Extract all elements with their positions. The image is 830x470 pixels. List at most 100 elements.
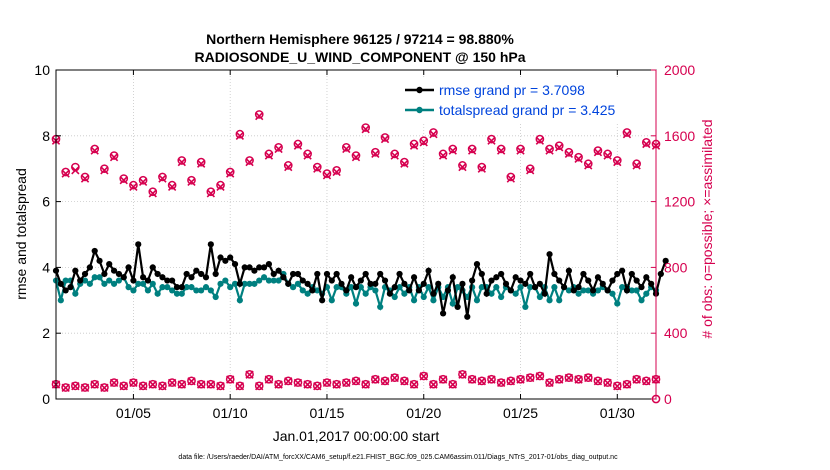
rmse-point [139, 274, 147, 281]
obs-possible-marker [438, 374, 448, 384]
obs-possible-marker [274, 379, 283, 389]
obs-possible-marker [409, 139, 419, 149]
x-axis-label: Jan.01,2017 00:00:00 start [273, 428, 440, 444]
obs-possible-marker [303, 149, 312, 159]
obs-assimilated-marker [264, 375, 274, 384]
obs-possible-marker [380, 133, 390, 142]
spread-point [609, 290, 616, 297]
obs-possible-marker [603, 149, 612, 159]
obs-assimilated-marker [187, 177, 196, 187]
chart-title-line1: Northern Hemisphere 96125 / 97214 = 98.8… [206, 31, 514, 47]
rmse-point [381, 277, 389, 284]
rmse-point [188, 274, 195, 281]
spread-point [585, 287, 592, 294]
obs-assimilated-marker [613, 382, 622, 391]
spread-point [86, 280, 93, 287]
obs-assimilated-marker [109, 378, 119, 388]
spread-point [498, 293, 505, 301]
obs-possible-marker [564, 373, 574, 382]
obs-assimilated-marker [332, 380, 341, 389]
rmse-point [280, 274, 287, 281]
rmse-point [536, 280, 543, 287]
obs-assimilated-marker [555, 375, 564, 384]
obs-possible-marker [254, 110, 264, 119]
obs-assimilated-marker [467, 146, 477, 155]
spread-point [236, 297, 243, 304]
obs-possible-marker [545, 378, 554, 387]
obs-possible-marker [177, 156, 187, 165]
obs-possible-marker [632, 159, 641, 169]
obs-assimilated-marker [80, 174, 90, 183]
obs-possible-marker [312, 381, 322, 391]
spread-point [106, 277, 113, 284]
obs-possible-marker [177, 379, 187, 389]
obs-assimilated-marker [61, 383, 70, 392]
obs-possible-marker [419, 136, 429, 146]
rmse-point [222, 257, 229, 264]
spread-point [96, 274, 103, 281]
rmse-point [604, 287, 611, 294]
obs-possible-marker [90, 379, 100, 389]
obs-assimilated-marker [458, 370, 467, 379]
obs-possible-marker [332, 379, 341, 389]
rmse-point [386, 290, 393, 297]
obs-assimilated-marker [187, 377, 196, 386]
rmse-point [517, 277, 524, 284]
rmse-point [396, 270, 403, 278]
obs-assimilated-marker [526, 373, 535, 383]
obs-possible-marker [129, 378, 138, 387]
rmse-point [628, 270, 635, 278]
rmse-point [236, 280, 243, 287]
obs-possible-marker [583, 373, 593, 382]
obs-assimilated-marker [71, 382, 80, 391]
obs-assimilated-marker [584, 161, 593, 170]
spread-point [522, 303, 529, 310]
spread-point [57, 297, 64, 304]
obs-possible-marker [196, 379, 206, 389]
obs-assimilated-marker [216, 382, 225, 391]
rmse-point [439, 310, 447, 317]
obs-possible-marker [554, 374, 564, 384]
spread-point [183, 284, 190, 291]
rmse-point [289, 270, 297, 278]
obs-assimilated-marker [593, 377, 603, 386]
obs-assimilated-marker [438, 151, 448, 160]
obs-possible-marker [390, 373, 400, 382]
x-tick-label: 01/25 [503, 405, 538, 421]
spread-point [614, 300, 621, 307]
obs-possible-marker [119, 381, 129, 391]
obs-possible-marker [332, 165, 341, 175]
obs-assimilated-marker [477, 377, 486, 386]
spread-point [449, 300, 456, 307]
rmse-point [110, 267, 118, 274]
spread-point [536, 293, 543, 301]
y-tick-label-right: 0 [664, 391, 672, 407]
obs-assimilated-marker [642, 139, 651, 149]
rmse-point [415, 287, 423, 294]
spread-point [173, 290, 181, 297]
rmse-point [425, 267, 432, 274]
obs-possible-marker [641, 138, 651, 147]
y-tick-label-left: 4 [42, 259, 50, 275]
rmse-point [299, 277, 306, 284]
rmse-point [546, 251, 553, 258]
obs-assimilated-marker [322, 378, 332, 388]
rmse-point [343, 287, 350, 294]
obs-assimilated-marker [506, 377, 516, 386]
rmse-point [488, 277, 495, 284]
obs-possible-marker [80, 383, 90, 392]
rmse-point [231, 261, 239, 268]
obs-possible-marker [100, 383, 109, 392]
spread-point [241, 280, 248, 287]
rmse-point [135, 241, 142, 248]
spread-point [178, 290, 185, 297]
y-tick-label-right: 1200 [664, 194, 695, 210]
obs-possible-marker [477, 376, 487, 386]
rmse-point [391, 284, 398, 291]
spread-point [493, 284, 500, 291]
obs-assimilated-marker [177, 157, 186, 167]
spread-point [628, 287, 635, 294]
obs-assimilated-marker [332, 167, 341, 177]
rmse-point [556, 277, 563, 284]
rmse-point [227, 254, 234, 261]
